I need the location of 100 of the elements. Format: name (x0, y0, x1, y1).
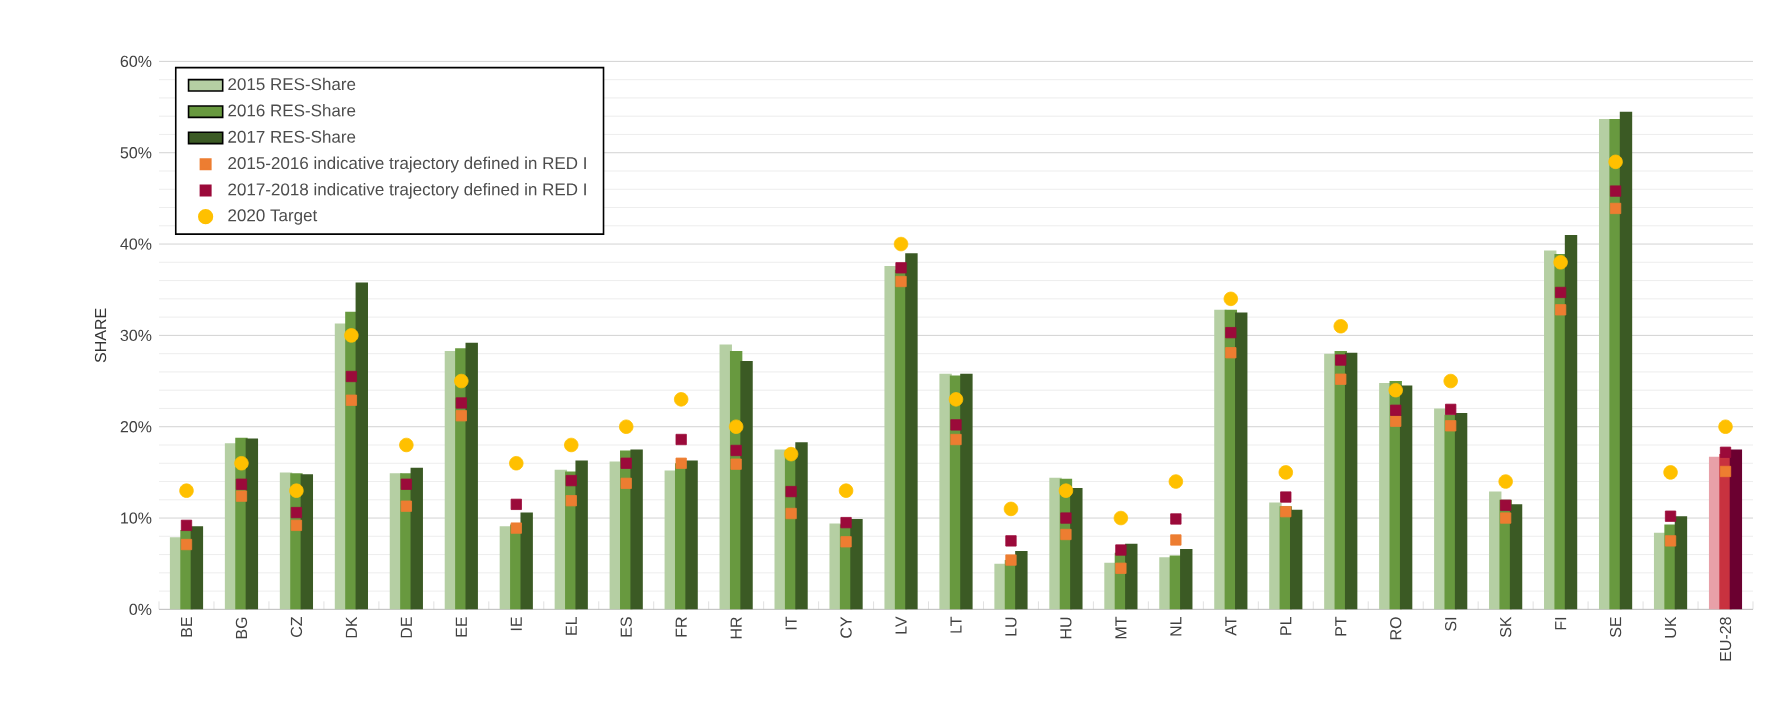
point (1335, 373, 1347, 385)
x-tick-label: EE (455, 617, 467, 637)
bar (1180, 549, 1193, 610)
point (1664, 535, 1677, 547)
point (454, 373, 469, 389)
bar (1015, 550, 1028, 610)
point (785, 485, 797, 498)
x-tick-label: FR (675, 617, 687, 637)
point (620, 477, 632, 489)
bar (1235, 312, 1248, 610)
point (235, 490, 248, 502)
point (1333, 319, 1348, 334)
legend-label: 2020 Target (228, 209, 318, 225)
point (1553, 255, 1568, 270)
bar (1399, 385, 1413, 610)
bar (520, 512, 533, 610)
bar (740, 360, 753, 610)
point (565, 495, 577, 507)
point (400, 500, 412, 512)
bar (1070, 487, 1083, 610)
point (620, 457, 632, 469)
point (730, 444, 742, 457)
point (785, 507, 797, 520)
point (1003, 501, 1019, 517)
point (1168, 474, 1184, 489)
bar (410, 467, 423, 610)
point (180, 519, 193, 531)
point (1005, 535, 1017, 547)
point (783, 446, 799, 462)
point (1170, 513, 1182, 525)
x-tick-label: EU-28 (1719, 617, 1732, 661)
point (510, 498, 522, 510)
x-tick-label: CZ (290, 616, 303, 637)
point (1443, 373, 1458, 389)
point (950, 433, 962, 446)
y-tick-label: 50% (120, 147, 152, 159)
point (730, 458, 742, 470)
bar (905, 253, 918, 610)
point (1555, 304, 1567, 316)
point (838, 483, 854, 498)
x-tick-label: RO (1390, 617, 1402, 640)
point (1719, 465, 1732, 478)
bar (795, 442, 808, 610)
x-tick-label: LV (895, 616, 907, 634)
point (1280, 506, 1292, 518)
point (1390, 404, 1402, 416)
point (1115, 544, 1127, 556)
x-tick-label: HR (730, 617, 742, 639)
point (728, 419, 744, 434)
x-tick-label: DK (345, 616, 357, 638)
bar (630, 449, 643, 610)
legend-label: 2017-2018 indicative trajectory defined in RED I (228, 182, 586, 199)
point (840, 536, 852, 548)
point (345, 370, 357, 383)
x-tick-label: AT (1225, 616, 1237, 636)
point (564, 437, 579, 453)
point (1500, 512, 1512, 524)
point (1335, 354, 1347, 366)
point (290, 519, 303, 531)
bar (1454, 413, 1468, 610)
x-tick-label: DE (400, 617, 412, 638)
bar (245, 438, 259, 610)
point (510, 522, 522, 534)
x-tick-label: BG (235, 617, 248, 639)
x-tick-label: EL (565, 616, 577, 635)
bar (1509, 504, 1523, 610)
x-tick-label: UK (1664, 616, 1677, 638)
point (1170, 534, 1182, 546)
bar (960, 373, 973, 610)
x-tick-label: ES (620, 617, 632, 637)
point (455, 397, 467, 409)
point (1388, 382, 1403, 398)
bar (850, 518, 863, 610)
x-tick-label: SK (1500, 616, 1512, 638)
point (234, 456, 249, 471)
bar (1125, 543, 1138, 610)
legend-label: 2016 RES-Share (228, 103, 356, 117)
bar (465, 342, 478, 610)
point (1280, 491, 1292, 503)
x-tick-label: SI (1445, 617, 1457, 631)
point (675, 457, 687, 469)
y-axis-title: SHARE (94, 308, 107, 363)
bar (355, 282, 368, 610)
point (399, 437, 414, 453)
point (1225, 327, 1237, 339)
point (1225, 347, 1237, 359)
x-tick-label: IE (510, 617, 522, 631)
y-tick-label: 10% (121, 512, 152, 524)
point (675, 433, 687, 446)
x-tick-label: LU (1005, 617, 1017, 636)
point (1608, 154, 1623, 170)
bar (1674, 516, 1688, 610)
point (509, 456, 524, 471)
point (1445, 403, 1457, 415)
y-tick-label: 20% (120, 421, 152, 433)
point (1223, 291, 1239, 307)
point (950, 419, 962, 431)
point (1609, 202, 1622, 215)
bar (1619, 111, 1633, 610)
bar (300, 474, 314, 610)
